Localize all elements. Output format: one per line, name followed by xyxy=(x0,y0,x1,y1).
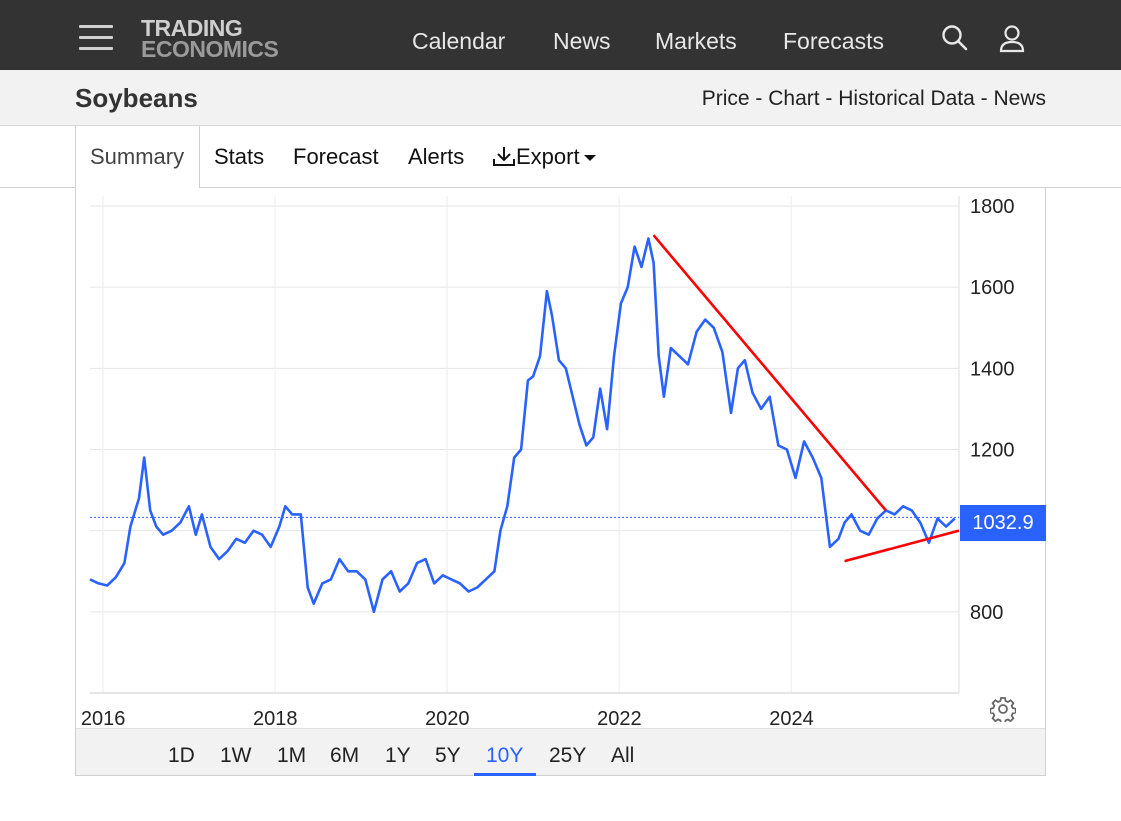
breadcrumb-historical-data[interactable]: Historical Data xyxy=(838,87,975,110)
trendline xyxy=(844,529,960,563)
breadcrumb-separator: - xyxy=(974,87,994,110)
range-5y[interactable]: 5Y xyxy=(435,744,461,767)
tab-export[interactable]: Export xyxy=(492,144,596,170)
x-tick-label: 2024 xyxy=(769,708,814,728)
logo-line-2: ECONOMICS xyxy=(141,36,279,62)
user-icon[interactable] xyxy=(998,24,1026,59)
x-tick-label: 2020 xyxy=(425,708,470,728)
active-tab-frame xyxy=(75,126,200,188)
nav-forecasts[interactable]: Forecasts xyxy=(783,28,884,54)
tab-alerts[interactable]: Alerts xyxy=(408,144,465,169)
chart-panel: 800 1200 1400 1600 1800 2016 2018 2020 2022 2024 … xyxy=(75,188,1046,776)
nav-calendar[interactable]: Calendar xyxy=(412,28,506,54)
y-tick-label: 1800 xyxy=(970,196,1015,218)
x-tick-label: 2018 xyxy=(253,708,298,728)
tab-stats[interactable]: Stats xyxy=(214,144,265,169)
range-1m[interactable]: 1M xyxy=(277,744,307,767)
tab-forecast[interactable]: Forecast xyxy=(293,144,379,169)
chart-grid xyxy=(90,196,960,694)
logo-line-1: TRADING xyxy=(141,15,243,41)
menu-icon[interactable] xyxy=(79,25,113,51)
range-6m[interactable]: 6M xyxy=(330,744,360,767)
y-tick-label: 1200 xyxy=(970,440,1015,462)
chevron-down-icon xyxy=(583,155,596,162)
y-tick-label: 1600 xyxy=(970,277,1015,299)
range-25y[interactable]: 25Y xyxy=(549,744,587,767)
nav-news[interactable]: News xyxy=(553,28,611,54)
price-chart[interactable]: 800 1200 1400 1600 1800 2016 2018 2020 2022 2024 xyxy=(76,188,1045,728)
title-bar: Soybeans Price - Chart - Historical Data… xyxy=(0,70,1121,126)
range-1w[interactable]: 1W xyxy=(220,744,252,767)
range-1d[interactable]: 1D xyxy=(168,744,195,767)
top-navbar: TRADING ECONOMICS Calendar News Markets … xyxy=(0,0,1121,70)
series-line xyxy=(89,237,956,614)
range-1y[interactable]: 1Y xyxy=(385,744,411,767)
breadcrumb-separator: - xyxy=(819,87,839,110)
chart-tabs: Summary Stats Forecast Alerts Export xyxy=(0,126,1121,188)
download-icon xyxy=(493,147,515,166)
y-tick-label: 1400 xyxy=(970,358,1015,380)
breadcrumb-chart[interactable]: Chart xyxy=(768,87,820,110)
y-tick-label: 800 xyxy=(970,602,1003,624)
time-range-bar: 1D 1W 1M 6M 1Y 5Y 10Y 25Y All xyxy=(76,728,1045,776)
search-icon[interactable] xyxy=(941,24,969,57)
breadcrumb-separator: - xyxy=(749,87,769,110)
range-all[interactable]: All xyxy=(611,744,635,767)
site-logo[interactable]: TRADING ECONOMICS xyxy=(141,15,279,62)
range-10y[interactable]: 10Y xyxy=(486,744,524,767)
breadcrumb: Price - Chart - Historical Data - News xyxy=(702,87,1046,111)
x-tick-label: 2016 xyxy=(81,708,126,728)
last-price-badge: 1032.9 xyxy=(960,505,1046,541)
nav-markets[interactable]: Markets xyxy=(655,28,737,54)
active-range-indicator xyxy=(474,773,536,776)
tab-summary[interactable]: Summary xyxy=(90,144,185,169)
axis-ticks: 800 1200 1400 1600 1800 2016 2018 2020 2022 2024 xyxy=(81,196,1015,728)
x-tick-label: 2022 xyxy=(597,708,642,728)
gear-icon[interactable] xyxy=(989,696,1017,727)
page-title: Soybeans xyxy=(75,83,198,113)
trendlines xyxy=(652,234,960,563)
export-label: Export xyxy=(516,144,580,169)
breadcrumb-price[interactable]: Price xyxy=(701,87,750,110)
breadcrumb-news[interactable]: News xyxy=(993,87,1046,110)
trendline xyxy=(652,234,887,512)
